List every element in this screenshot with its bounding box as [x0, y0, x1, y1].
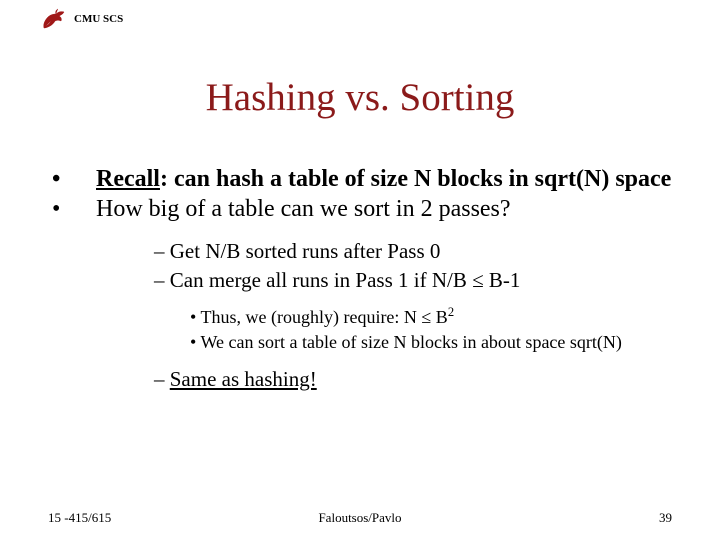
bullet-text: We can sort a table of size N blocks in …	[200, 332, 621, 352]
bullet-level1: •Recall: can hash a table of size N bloc…	[72, 165, 680, 193]
bullet-text: Same as hashing!	[170, 367, 317, 391]
bullet-level2: – Get N/B sorted runs after Pass 0	[154, 238, 680, 265]
slide-title: Hashing vs. Sorting	[0, 75, 720, 120]
bullet-dot-icon: •	[74, 165, 96, 193]
sub-bullets: – Get N/B sorted runs after Pass 0 – Can…	[72, 238, 680, 394]
subsub-bullets: • Thus, we (roughly) require: N ≤ B2 • W…	[154, 306, 680, 354]
footer-authors: Faloutsos/Pavlo	[0, 510, 720, 526]
bullet-text: Get N/B sorted runs after Pass 0	[170, 239, 441, 263]
bullet-level1: •How big of a table can we sort in 2 pas…	[72, 195, 680, 223]
bullet-text: Can merge all runs in Pass 1 if N/B ≤ B-…	[170, 268, 521, 292]
bullet-text: : can hash a table of size N blocks in s…	[160, 166, 671, 192]
superscript: 2	[448, 305, 454, 319]
bullet-text: Thus, we (roughly) require: N ≤ B	[200, 307, 447, 327]
bullet-level3: • Thus, we (roughly) require: N ≤ B2	[190, 306, 680, 329]
bullet-dot-icon: •	[74, 195, 96, 223]
bullet-level2: – Same as hashing!	[154, 366, 680, 393]
slide-body: •Recall: can hash a table of size N bloc…	[72, 165, 680, 396]
bullet-level2: – Can merge all runs in Pass 1 if N/B ≤ …	[154, 267, 680, 294]
bullet-level3: • We can sort a table of size N blocks i…	[190, 331, 680, 354]
bullet-text-prefix: Recall	[96, 166, 160, 192]
header-label: CMU SCS	[74, 13, 123, 25]
slide-header: CMU SCS	[40, 6, 123, 32]
bullet-text: How big of a table can we sort in 2 pass…	[96, 196, 511, 222]
footer-page-number: 39	[659, 510, 672, 526]
cmu-dragon-icon	[40, 6, 68, 32]
